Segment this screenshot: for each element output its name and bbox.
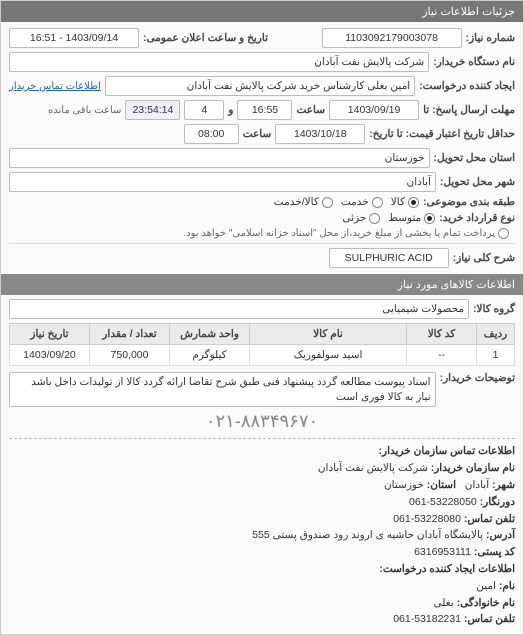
contact-section-title: اطلاعات تماس سازمان خریدار:	[379, 445, 515, 457]
contact-city-label: شهر:	[492, 479, 515, 491]
panel-title: جزئیات اطلاعات نیاز	[1, 1, 523, 22]
divider	[9, 243, 515, 244]
phone: 061-53228080	[393, 513, 461, 525]
subject-opt-goods[interactable]: کالا	[391, 196, 419, 208]
creator-section: اطلاعات ایجاد کننده درخواست:	[379, 563, 515, 575]
province-field[interactable]: خوزستان	[9, 148, 430, 168]
contract-opt-partial[interactable]: جزئی	[342, 212, 380, 224]
request-no-label: شماره نیاز:	[466, 32, 515, 44]
validity-time[interactable]: 08:00	[184, 124, 239, 144]
province-label: استان محل تحویل:	[434, 152, 515, 164]
name: امین	[476, 580, 496, 592]
days-remaining[interactable]: 4	[184, 100, 224, 120]
col-name: نام کالا	[250, 324, 407, 345]
radio-checked-icon	[424, 213, 435, 224]
request-creator-label: ایجاد کننده درخواست:	[419, 80, 515, 92]
col-row: ردیف	[477, 324, 515, 345]
need-title-field[interactable]: SULPHURIC ACID	[329, 248, 449, 268]
contact-city: آبادان	[465, 479, 489, 491]
subject-class-label: طبقه بندی موضوعی:	[423, 196, 515, 208]
contract-note: پرداخت تمام یا بخشی از مبلغ خرید،از محل …	[183, 228, 495, 239]
name-label: نام:	[499, 580, 515, 592]
radio-icon	[372, 197, 383, 208]
table-row[interactable]: 1--اسید سولفوریککیلوگرم750,0001403/09/20	[10, 345, 515, 366]
request-creator-field[interactable]: امین بغلی کارشناس خرید شرکت پالایش نفت آ…	[105, 76, 415, 96]
contract-note-check[interactable]: پرداخت تمام یا بخشی از مبلغ خرید،از محل …	[183, 228, 509, 239]
and-label: و	[228, 104, 233, 116]
prefix: 061-53228050	[409, 496, 477, 508]
cell-need_date: 1403/09/20	[10, 345, 90, 366]
table-header-row: ردیف کد کالا نام کالا واحد شمارش تعداد /…	[10, 324, 515, 345]
phone-label: تلفن تماس:	[464, 513, 515, 525]
details-panel: جزئیات اطلاعات نیاز شماره نیاز: 11030921…	[0, 0, 524, 635]
subject-class-group: کالا خدمت کالا/خدمت	[274, 196, 419, 208]
reply-deadline-label: مهلت ارسال پاسخ: تا	[423, 104, 515, 116]
announce-datetime-field[interactable]: 1403/09/14 - 16:51	[9, 28, 139, 48]
contact-province-label: استان:	[427, 479, 456, 491]
time-label-1: ساعت	[296, 104, 325, 116]
need-title-label: شرح کلی نیاز:	[453, 252, 515, 264]
postal: 6316953111	[414, 546, 471, 558]
address-label: آدرس:	[486, 529, 515, 541]
big-phone: ۰۲۱-۸۸۳۴۹۶۷۰	[9, 411, 515, 432]
buyer-notes-label: توضیحات خریدار:	[440, 372, 515, 384]
contract-opt-small[interactable]: متوسط	[388, 212, 435, 224]
buyer-notes-field[interactable]: اسناد پیوست مطالعه گردد پیشنهاد فنی طبق …	[9, 372, 436, 407]
goods-group-label: گروه کالا:	[473, 303, 515, 315]
subject-opt-service[interactable]: خدمت	[341, 196, 383, 208]
remaining-suffix: ساعت باقی مانده	[48, 105, 121, 116]
buyer-org-label: نام دستگاه خریدار:	[433, 56, 515, 68]
contract-opt-partial-label: جزئی	[342, 212, 366, 224]
validity-label: حداقل تاریخ اعتبار قیمت: تا تاریخ:	[369, 128, 515, 140]
radio-checked-icon	[408, 197, 419, 208]
creator-phone-label: تلفن تماس:	[464, 613, 515, 625]
radio-icon	[322, 197, 333, 208]
reply-deadline-date[interactable]: 1403/09/19	[329, 100, 419, 120]
cell-code: --	[407, 345, 477, 366]
city-label: شهر محل تحویل:	[440, 176, 515, 188]
prefix-label: دورنگار:	[480, 496, 515, 508]
buyer-contact-link[interactable]: اطلاعات تماس خریدار	[9, 81, 101, 92]
col-need-date: تاریخ نیاز	[10, 324, 90, 345]
validity-date[interactable]: 1403/10/18	[275, 124, 365, 144]
col-unit: واحد شمارش	[170, 324, 250, 345]
cell-idx: 1	[477, 345, 515, 366]
family-label: نام خانوادگی:	[457, 597, 515, 609]
cell-unit: کیلوگرم	[170, 345, 250, 366]
family: بغلی	[433, 597, 453, 609]
time-label-2: ساعت	[243, 128, 272, 140]
subject-opt-both[interactable]: کالا/خدمت	[274, 196, 333, 208]
goods-group-field[interactable]: محصولات شیمیایی	[9, 299, 469, 319]
address: پالایشگاه آبادان حاشیه ی اروند رود صندوق…	[252, 529, 483, 541]
remaining-time: 23:54:14	[125, 100, 180, 120]
creator-phone: 061-53182231	[393, 613, 461, 625]
goods-section-title: اطلاعات کالاهای مورد نیاز	[1, 274, 523, 295]
cell-qty: 750,000	[90, 345, 170, 366]
col-qty: تعداد / مقدار	[90, 324, 170, 345]
subject-opt-goods-label: کالا	[391, 196, 405, 208]
city-field[interactable]: آبادان	[9, 172, 436, 192]
announce-datetime-label: تاریخ و ساعت اعلان عمومی:	[143, 32, 268, 44]
subject-opt-service-label: خدمت	[341, 196, 369, 208]
form-body: شماره نیاز: 1103092179003078 تاریخ و ساع…	[1, 22, 523, 634]
reply-deadline-time[interactable]: 16:55	[237, 100, 292, 120]
contact-province: خوزستان	[384, 479, 424, 491]
radio-icon	[369, 213, 380, 224]
request-no-field[interactable]: 1103092179003078	[322, 28, 462, 48]
contract-type-label: نوع قرارداد خرید:	[439, 212, 515, 224]
contact-block: اطلاعات تماس سازمان خریدار: نام سازمان خ…	[9, 438, 515, 628]
org-name: شرکت پالایش نفت آبادان	[318, 462, 428, 474]
cell-name: اسید سولفوریک	[250, 345, 407, 366]
col-code: کد کالا	[407, 324, 477, 345]
org-name-label: نام سازمان خریدار:	[431, 462, 515, 474]
contract-opt-small-label: متوسط	[388, 212, 421, 224]
radio-icon	[498, 228, 509, 239]
postal-label: کد پستی:	[474, 546, 515, 558]
buyer-org-field[interactable]: شرکت پالایش نفت آبادان	[9, 52, 429, 72]
subject-opt-both-label: کالا/خدمت	[274, 196, 319, 208]
contract-type-group: متوسط جزئی	[342, 212, 435, 224]
goods-table: ردیف کد کالا نام کالا واحد شمارش تعداد /…	[9, 323, 515, 366]
